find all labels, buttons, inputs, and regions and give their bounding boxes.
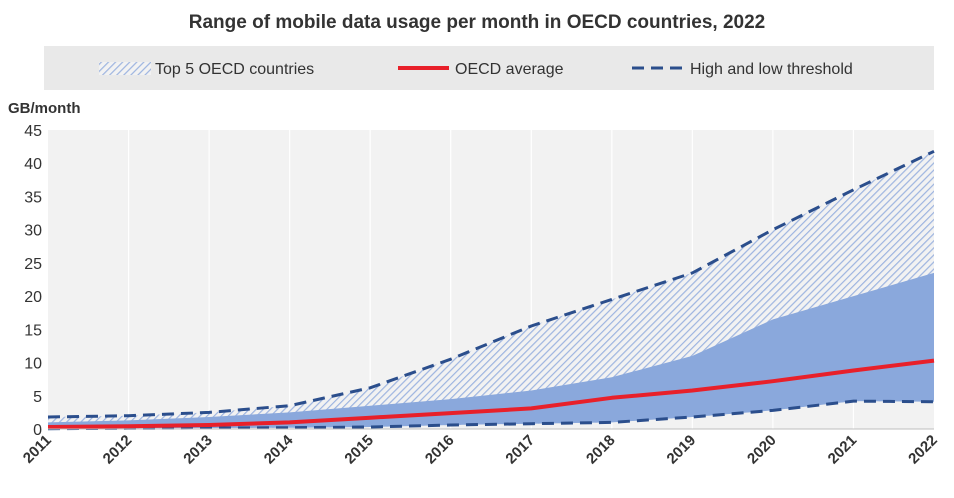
y-tick-label-40: 40: [24, 156, 42, 173]
x-tick-label-2018: 2018: [583, 432, 619, 468]
y-tick-label-35: 35: [24, 189, 42, 206]
y-tick-label-5: 5: [33, 389, 42, 406]
x-tick-label-2011: 2011: [20, 432, 55, 467]
y-tick-label-15: 15: [24, 322, 42, 339]
x-tick-label-2022: 2022: [905, 432, 941, 468]
y-axis-label: GB/month: [8, 100, 81, 117]
y-tick-label-0: 0: [33, 422, 42, 439]
chart-title: Range of mobile data usage per month in …: [189, 12, 765, 33]
y-tick-label-10: 10: [24, 356, 42, 373]
y-tick-label-30: 30: [24, 223, 42, 240]
legend-label-threshold: High and low threshold: [690, 61, 853, 78]
x-tick-label-2013: 2013: [180, 432, 216, 468]
x-axis-ticks: 2011 2012 2013 2014 2015 2016 2017 2018 2019 2020…: [20, 431, 941, 467]
x-tick-label-2014: 2014: [261, 431, 297, 467]
x-tick-label-2015: 2015: [341, 432, 377, 468]
oecd-average-line: [47, 358, 935, 429]
legend-label-average: OECD average: [455, 61, 564, 78]
x-tick-label-2016: 2016: [422, 432, 458, 468]
x-tick-label-2021: 2021: [825, 432, 861, 468]
y-tick-label-25: 25: [24, 256, 42, 273]
x-tick-label-2012: 2012: [100, 432, 136, 468]
low-threshold-line: [47, 399, 935, 431]
x-tick-label-2017: 2017: [502, 432, 538, 468]
legend-swatch-top5: [99, 62, 151, 75]
x-tick-label-2019: 2019: [664, 432, 700, 468]
x-tick-label-2020: 2020: [744, 432, 780, 468]
y-axis-ticks: 0 5 10 15 20 25 30 35 40 45: [24, 123, 42, 439]
legend: Top 5 OECD countries OECD average High a…: [44, 46, 934, 90]
y-tick-label-20: 20: [24, 289, 42, 306]
y-tick-label-45: 45: [24, 123, 42, 140]
legend-label-top5: Top 5 OECD countries: [155, 61, 314, 78]
legend-background: [44, 46, 934, 90]
